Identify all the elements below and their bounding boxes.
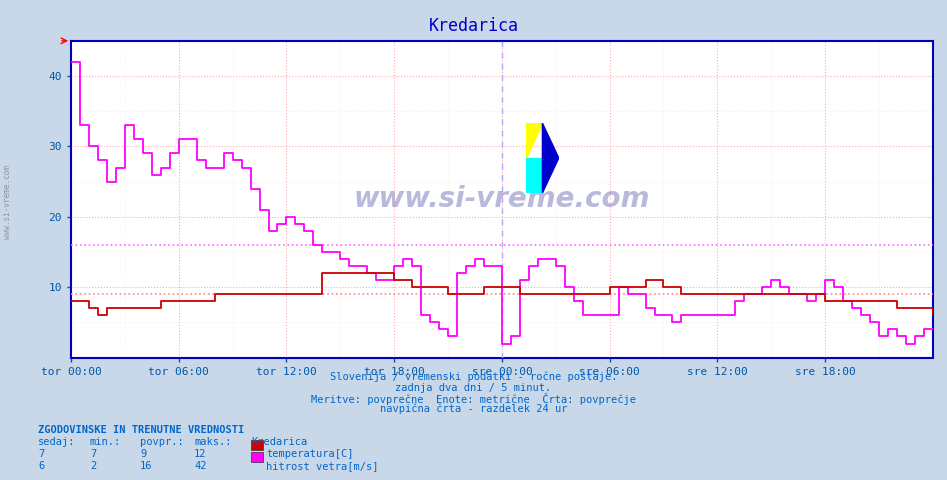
Text: 7: 7	[90, 449, 97, 459]
Text: www.si-vreme.com: www.si-vreme.com	[353, 185, 651, 213]
Text: Slovenija / vremenski podatki - ročne postaje.: Slovenija / vremenski podatki - ročne po…	[330, 372, 617, 383]
Text: 12: 12	[194, 449, 206, 459]
Text: temperatura[C]: temperatura[C]	[266, 449, 353, 459]
Polygon shape	[526, 123, 543, 158]
Text: min.:: min.:	[90, 437, 121, 447]
Text: povpr.:: povpr.:	[140, 437, 184, 447]
Text: zadnja dva dni / 5 minut.: zadnja dva dni / 5 minut.	[396, 383, 551, 393]
Text: 7: 7	[38, 449, 45, 459]
Text: sedaj:: sedaj:	[38, 437, 76, 447]
Text: 6: 6	[38, 461, 45, 471]
Text: 9: 9	[140, 449, 147, 459]
Polygon shape	[543, 123, 559, 193]
Text: hitrost vetra[m/s]: hitrost vetra[m/s]	[266, 461, 379, 471]
Text: 16: 16	[140, 461, 152, 471]
Text: 2: 2	[90, 461, 97, 471]
Text: ZGODOVINSKE IN TRENUTNE VREDNOSTI: ZGODOVINSKE IN TRENUTNE VREDNOSTI	[38, 425, 244, 435]
Text: 42: 42	[194, 461, 206, 471]
Polygon shape	[526, 158, 543, 193]
Text: Kredarica: Kredarica	[251, 437, 307, 447]
Text: Kredarica: Kredarica	[428, 17, 519, 35]
Text: navpična črta - razdelek 24 ur: navpična črta - razdelek 24 ur	[380, 404, 567, 414]
Text: www.si-vreme.com: www.si-vreme.com	[3, 165, 12, 239]
Text: Meritve: povprečne  Enote: metrične  Črta: povprečje: Meritve: povprečne Enote: metrične Črta:…	[311, 393, 636, 405]
Text: maks.:: maks.:	[194, 437, 232, 447]
